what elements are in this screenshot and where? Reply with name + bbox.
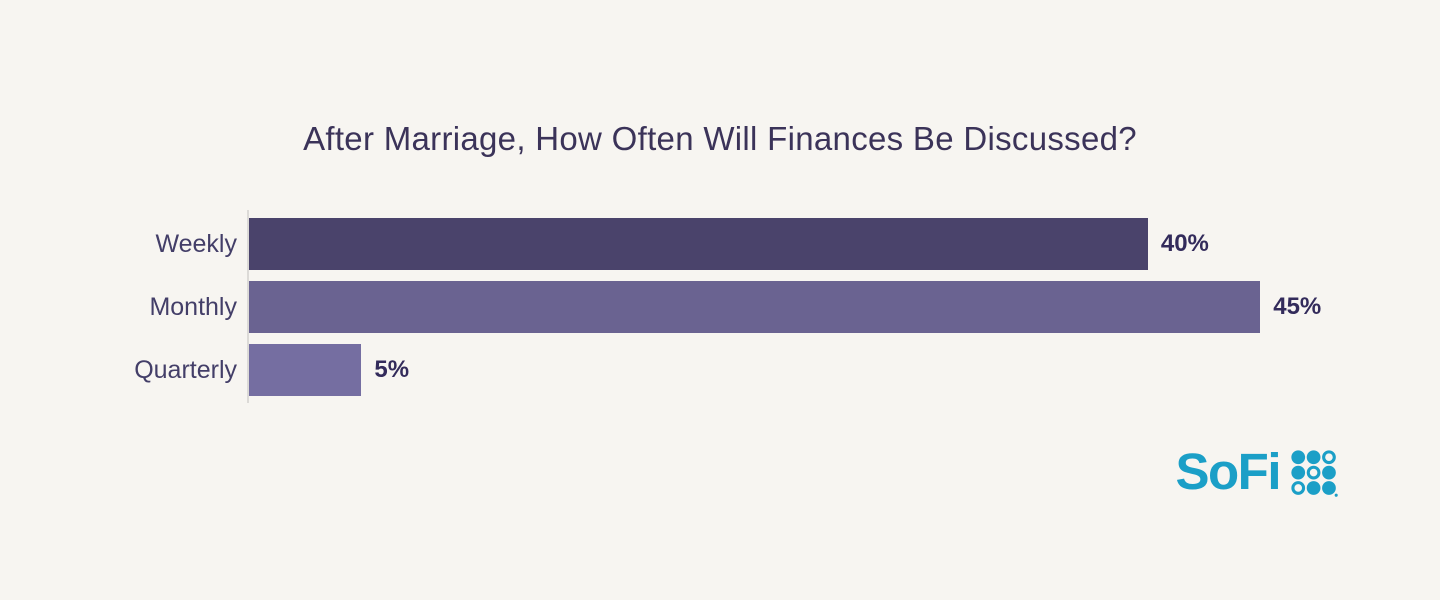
value-label-quarterly: 5% [374, 356, 410, 383]
trademark-dot [1334, 493, 1338, 497]
chart-title: After Marriage, How Often Will Finances … [303, 120, 1137, 157]
bar-row-monthly: Monthly 45% [149, 281, 1440, 333]
value-label-weekly: 40% [1160, 230, 1209, 257]
bar-weekly [249, 218, 1148, 270]
sofi-dot-grid-icon [1291, 449, 1338, 497]
bar-quarterly [249, 344, 362, 396]
category-label-weekly: Weekly [155, 229, 237, 258]
category-label-quarterly: Quarterly [134, 355, 237, 384]
bar-row-quarterly: Quarterly 5% [134, 344, 1440, 396]
value-label-monthly: 45% [1273, 293, 1322, 320]
bar-monthly [249, 281, 1261, 333]
sofi-wordmark: SoFi [1175, 443, 1282, 500]
category-label-monthly: Monthly [149, 292, 237, 321]
bar-chart: Weekly 40% Monthly 45% Quarterly 5% [134, 210, 1440, 403]
bar-row-weekly: Weekly 40% [155, 218, 1440, 270]
sofi-logo: SoFi [1176, 446, 1339, 497]
